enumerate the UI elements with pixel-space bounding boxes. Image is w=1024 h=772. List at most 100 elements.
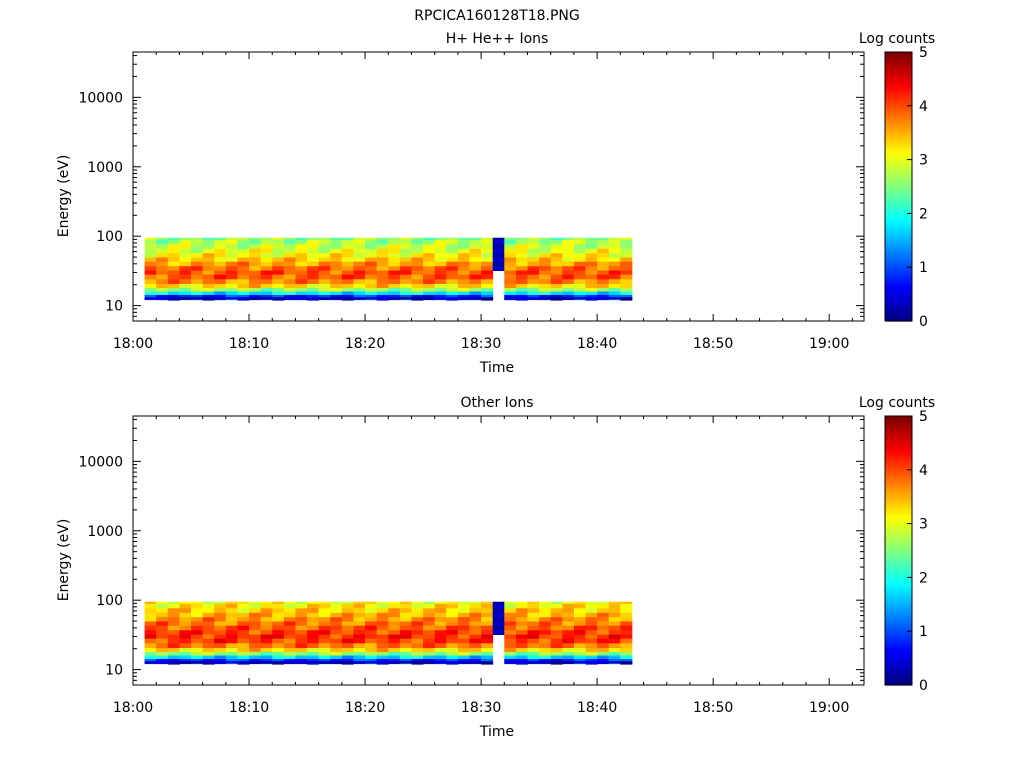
panel-2-spectrogram-cell [399, 643, 412, 649]
panel-2-spectrogram-cell [515, 638, 528, 644]
panel-2-spectrogram-cell [504, 651, 517, 656]
panel-1-colorbar-segment [885, 255, 912, 259]
panel-1-spectrogram-cell [249, 291, 262, 296]
panel-2-spectrogram-cell [504, 617, 517, 622]
panel-1-spectrogram-cell [237, 248, 250, 254]
panel-1-spectrogram-cell [330, 239, 343, 245]
panel-1-spectrogram-cell [341, 284, 354, 289]
panel-1-spectrogram-cell [214, 291, 227, 296]
panel-1-spectrogram-cell [144, 244, 157, 250]
panel-2-spectrogram-cell [225, 655, 238, 660]
panel-1-spectrogram-cell [550, 297, 563, 301]
panel-1-spectrogram-cell [434, 279, 447, 285]
panel-2-spectrogram-cell [179, 648, 192, 653]
panel-2-spectrogram-cell [573, 630, 586, 635]
panel-2-colorbar-segment [885, 458, 912, 462]
panel-2-spectrogram-cell [481, 651, 494, 656]
panel-2-spectrogram-cell [481, 661, 494, 665]
panel-1-spectrogram-cell [295, 266, 308, 271]
panel-2-spectrogram-cell [469, 661, 482, 664]
panel-2-spectrogram-cell [562, 651, 575, 656]
panel-1-spectrogram-cell [527, 237, 540, 241]
panel-1-spectrogram-cell [330, 291, 343, 296]
panel-1-spectrogram-cell [191, 284, 204, 289]
panel-1-spectrogram-cell [504, 279, 517, 285]
panel-1-spectrogram-cell [330, 297, 343, 300]
panel-2-spectrogram-cell [585, 603, 598, 609]
panel-1-spectrogram-cell [341, 244, 354, 250]
panel-1-spectrogram-cell [202, 287, 215, 292]
panel-2-colorbar-segment [885, 640, 912, 644]
panel-2-spectrogram-cell [539, 630, 552, 635]
panel-1-spectrogram-cell [527, 239, 540, 245]
panel-1-colorbar-tick-label: 0 [919, 314, 928, 330]
panel-1-spectrogram-cell [376, 297, 389, 301]
panel-2-spectrogram-cell [237, 625, 250, 631]
panel-1-spectrogram-cell [620, 253, 633, 258]
panel-1-spectrogram-cell [272, 274, 285, 280]
panel-2-colorbar-tick-label: 3 [919, 517, 928, 533]
panel-2-spectrogram-cell [144, 603, 157, 609]
panel-2-spectrogram-cell [318, 643, 331, 649]
panel-1-spectrogram-cell [249, 287, 262, 292]
panel-1-spectrogram-cell [249, 244, 262, 250]
panel-1-spectrogram-cell [295, 239, 308, 245]
panel-2-spectrogram-cell [249, 661, 262, 664]
panel-1-spectrogram-cell [539, 266, 552, 271]
panel-2-spectrogram-cell [156, 651, 169, 656]
panel-1-spectrogram-cell [202, 244, 215, 250]
panel-1-spectrogram-cell [307, 291, 320, 296]
panel-2-spectrogram-cell [237, 643, 250, 649]
panel-1-colorbar-segment [885, 108, 912, 111]
panel-1-colorbar-segment [885, 199, 912, 203]
panel-1-colorbar-segment [885, 125, 912, 129]
panel-1-spectrogram-cell [167, 287, 180, 292]
panel-2-spectrogram-cell [457, 612, 470, 618]
panel-1-spectrogram-cell [237, 284, 250, 289]
panel-2-spectrogram-cell [318, 608, 331, 614]
panel-2-spectrogram-cell [550, 643, 563, 649]
panel-1-spectrogram-cell [399, 291, 412, 296]
panel-1-colorbar-segment [885, 294, 912, 297]
panel-2-colorbar-segment [885, 427, 912, 431]
panel-1-spectrogram-cell [167, 261, 180, 267]
panel-2-spectrogram-cell [365, 638, 378, 644]
panel-1-spectrogram-cell [191, 239, 204, 245]
panel-2-spectrogram-cell [144, 643, 157, 649]
panel-1-spectrogram-cell [307, 284, 320, 289]
panel-2-colorbar-segment [885, 628, 912, 632]
panel-2-spectrogram-cell [237, 634, 250, 640]
panel-1-spectrogram-cell [341, 257, 354, 263]
panel-1-spectrogram-cell [214, 266, 227, 271]
panel-2-spectrogram-cell [365, 608, 378, 614]
panel-2-spectrogram-cell [562, 638, 575, 644]
panel-2-spectrogram-cell [434, 621, 447, 627]
panel-1-y-tick-label: 100 [96, 229, 123, 245]
panel-2-spectrogram-cell [179, 643, 192, 649]
panel-1-spectrogram-cell [434, 248, 447, 254]
panel-1-spectrogram-cell [376, 257, 389, 263]
panel-1-spectrogram-cell [341, 261, 354, 267]
panel-1-spectrogram-cell [411, 257, 424, 263]
panel-2-colorbar-segment [885, 586, 912, 590]
panel-2-spectrogram-cell [353, 608, 366, 614]
panel-2-spectrogram-cell [423, 651, 436, 656]
panel-1-spectrogram-cell [202, 291, 215, 296]
panel-2-spectrogram-cell [573, 621, 586, 627]
panel-2-spectrogram-cell [376, 661, 389, 665]
panel-2-spectrogram-cell [411, 625, 424, 631]
panel-2-colorbar-segment [885, 617, 912, 621]
panel-1-colorbar-segment [885, 128, 912, 132]
panel-1-spectrogram-cell [504, 261, 517, 267]
panel-1-spectrogram-cell [446, 297, 459, 301]
panel-1-spectrogram-cell [260, 248, 273, 254]
panel-1-spectrogram-cell [573, 279, 586, 285]
panel-2-spectrogram-cell [504, 661, 517, 664]
panel-1-spectrogram-cell [191, 287, 204, 292]
panel-1-spectrogram-cell [457, 297, 470, 300]
panel-1-colorbar-segment [885, 175, 912, 179]
panel-1-colorbar-segment [885, 190, 912, 194]
panel-2-spectrogram-cell [388, 608, 401, 614]
panel-2-spectrogram-cell [353, 655, 366, 660]
panel-2-spectrogram-cell [202, 630, 215, 635]
